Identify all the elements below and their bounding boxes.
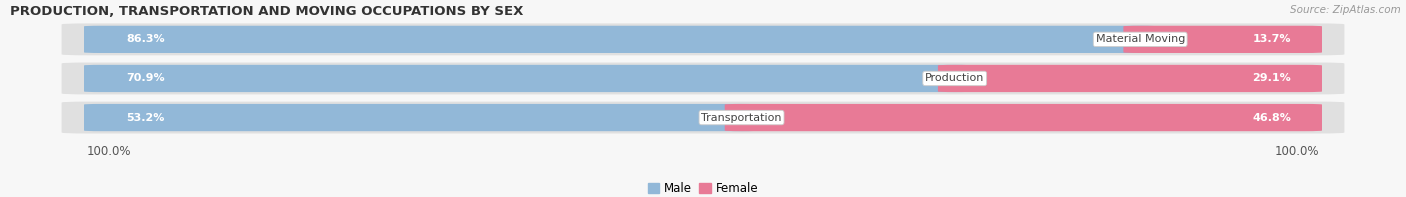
Text: PRODUCTION, TRANSPORTATION AND MOVING OCCUPATIONS BY SEX: PRODUCTION, TRANSPORTATION AND MOVING OC… xyxy=(10,5,523,18)
FancyBboxPatch shape xyxy=(84,104,758,131)
FancyBboxPatch shape xyxy=(62,102,1344,134)
Legend: Male, Female: Male, Female xyxy=(648,182,758,195)
Text: 53.2%: 53.2% xyxy=(127,112,165,123)
Text: 86.3%: 86.3% xyxy=(127,34,165,44)
FancyBboxPatch shape xyxy=(62,62,1344,94)
Text: Production: Production xyxy=(925,73,984,84)
Text: Material Moving: Material Moving xyxy=(1095,34,1185,44)
Text: Transportation: Transportation xyxy=(702,112,782,123)
Text: 46.8%: 46.8% xyxy=(1253,112,1291,123)
FancyBboxPatch shape xyxy=(84,65,972,92)
Text: 100.0%: 100.0% xyxy=(87,145,131,158)
Text: Source: ZipAtlas.com: Source: ZipAtlas.com xyxy=(1289,5,1400,15)
FancyBboxPatch shape xyxy=(724,104,1322,131)
Text: 29.1%: 29.1% xyxy=(1253,73,1291,84)
FancyBboxPatch shape xyxy=(938,65,1322,92)
FancyBboxPatch shape xyxy=(1123,26,1322,53)
Text: 70.9%: 70.9% xyxy=(127,73,165,84)
Text: 100.0%: 100.0% xyxy=(1275,145,1319,158)
FancyBboxPatch shape xyxy=(62,23,1344,55)
FancyBboxPatch shape xyxy=(84,26,1157,53)
Text: 13.7%: 13.7% xyxy=(1253,34,1291,44)
